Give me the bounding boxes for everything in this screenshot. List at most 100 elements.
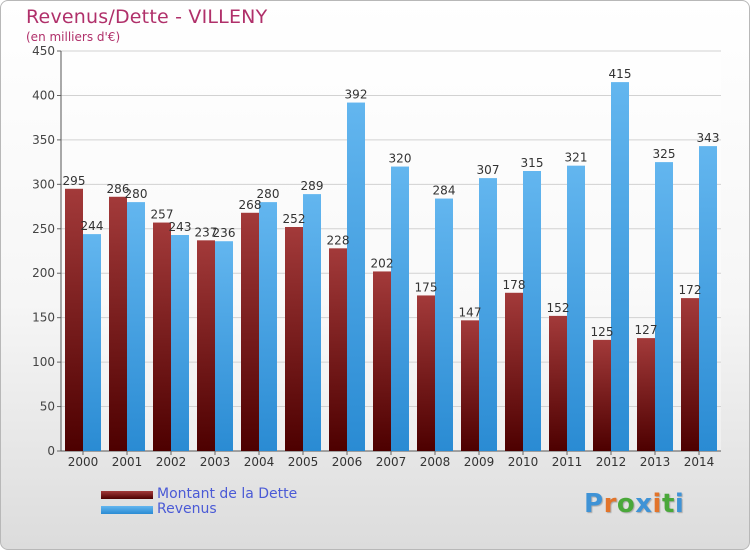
legend-swatch-debt xyxy=(101,490,153,499)
logo-letter: i xyxy=(652,489,662,519)
bar-debt xyxy=(241,212,259,451)
x-tick-label: 2011 xyxy=(552,455,583,469)
x-tick-label: 2014 xyxy=(684,455,715,469)
legend-item-revenue: Revenus xyxy=(101,502,297,517)
x-tick-label: 2009 xyxy=(464,455,495,469)
bar-revenue xyxy=(127,202,145,451)
data-label-revenue: 343 xyxy=(697,131,720,145)
bar-debt xyxy=(593,339,611,451)
data-label-revenue: 321 xyxy=(565,151,588,165)
bar-debt xyxy=(461,320,479,451)
bar-revenue xyxy=(347,102,365,452)
data-label-revenue: 280 xyxy=(257,187,280,201)
bar-debt xyxy=(505,292,523,451)
bar-debt xyxy=(417,295,435,451)
data-label-revenue: 415 xyxy=(609,67,632,81)
data-label-debt: 257 xyxy=(151,208,174,222)
legend-swatch-revenue xyxy=(101,505,153,514)
bar-revenue xyxy=(83,234,101,451)
x-tick-label: 2003 xyxy=(200,455,231,469)
x-tick-label: 2004 xyxy=(244,455,275,469)
data-label-debt: 286 xyxy=(107,182,130,196)
bar-revenue xyxy=(435,198,453,451)
bar-revenue xyxy=(611,82,629,451)
x-tick-label: 2006 xyxy=(332,455,363,469)
data-label-debt: 252 xyxy=(283,212,306,226)
x-tick-label: 2010 xyxy=(508,455,539,469)
bar-debt xyxy=(109,196,127,451)
x-tick-label: 2002 xyxy=(156,455,187,469)
logo-letter: x xyxy=(635,489,653,519)
legend-label-debt: Montant de la Dette xyxy=(157,486,298,502)
chart-title: Revenus/Dette - VILLENY xyxy=(26,6,268,28)
data-label-debt: 172 xyxy=(679,283,702,297)
bar-debt xyxy=(285,227,303,451)
legend-label-revenue: Revenus xyxy=(157,501,217,517)
y-tick-label: 400 xyxy=(32,88,55,102)
bar-revenue xyxy=(655,162,673,451)
x-tick-label: 2000 xyxy=(68,455,99,469)
y-tick-label: 50 xyxy=(40,400,55,414)
bar-revenue xyxy=(259,202,277,451)
bar-revenue xyxy=(567,165,585,451)
x-tick-label: 2001 xyxy=(112,455,143,469)
data-label-debt: 127 xyxy=(635,323,658,337)
y-tick-label: 150 xyxy=(32,311,55,325)
logo-letter: i xyxy=(674,489,685,519)
bar-revenue xyxy=(479,178,497,451)
data-label-revenue: 284 xyxy=(433,184,456,198)
data-label-revenue: 289 xyxy=(301,179,324,193)
y-tick-label: 0 xyxy=(47,444,55,458)
data-label-revenue: 320 xyxy=(389,152,412,166)
x-tick-label: 2008 xyxy=(420,455,451,469)
bar-debt xyxy=(197,240,215,451)
bar-debt xyxy=(65,188,83,451)
bar-revenue xyxy=(215,241,233,451)
x-tick-label: 2012 xyxy=(596,455,627,469)
x-tick-label: 2007 xyxy=(376,455,407,469)
bar-debt xyxy=(681,298,699,451)
data-label-debt: 237 xyxy=(195,225,218,239)
logo-letter: r xyxy=(603,489,617,519)
logo-letter: t xyxy=(661,489,675,519)
bar-debt xyxy=(373,271,391,451)
bar-debt xyxy=(637,338,655,451)
bar-revenue xyxy=(171,235,189,451)
data-label-revenue: 315 xyxy=(521,156,544,170)
bar-debt xyxy=(549,315,567,451)
x-tick-label: 2013 xyxy=(640,455,671,469)
bar-debt xyxy=(153,222,171,451)
legend-item-debt: Montant de la Dette xyxy=(101,487,297,502)
data-label-debt: 202 xyxy=(371,256,394,270)
y-tick-label: 200 xyxy=(32,266,55,280)
bar-revenue xyxy=(303,194,321,451)
logo-letter: o xyxy=(616,489,636,519)
data-label-debt: 125 xyxy=(591,325,614,339)
data-label-revenue: 280 xyxy=(125,187,148,201)
logo-letter: P xyxy=(584,489,604,519)
y-tick-label: 350 xyxy=(32,133,55,147)
data-label-revenue: 243 xyxy=(169,220,192,234)
data-label-revenue: 236 xyxy=(213,226,236,240)
bar-revenue xyxy=(523,171,541,451)
data-label-revenue: 325 xyxy=(653,147,676,161)
data-label-revenue: 307 xyxy=(477,163,500,177)
data-label-revenue: 244 xyxy=(81,219,104,233)
data-label-debt: 147 xyxy=(459,305,482,319)
data-label-debt: 268 xyxy=(239,198,262,212)
proxiti-logo: Proxiti xyxy=(584,489,684,519)
data-label-revenue: 392 xyxy=(345,88,368,102)
x-tick-label: 2005 xyxy=(288,455,319,469)
y-tick-label: 100 xyxy=(32,355,55,369)
chart-subtitle: (en milliers d'€) xyxy=(26,30,121,44)
y-tick-label: 300 xyxy=(32,177,55,191)
data-label-debt: 178 xyxy=(503,278,526,292)
data-label-debt: 175 xyxy=(415,280,438,294)
bar-revenue xyxy=(699,146,717,451)
data-label-debt: 152 xyxy=(547,301,570,315)
chart-legend: Montant de la Dette Revenus xyxy=(101,487,297,517)
bar-debt xyxy=(329,248,347,451)
y-tick-label: 450 xyxy=(32,44,55,58)
